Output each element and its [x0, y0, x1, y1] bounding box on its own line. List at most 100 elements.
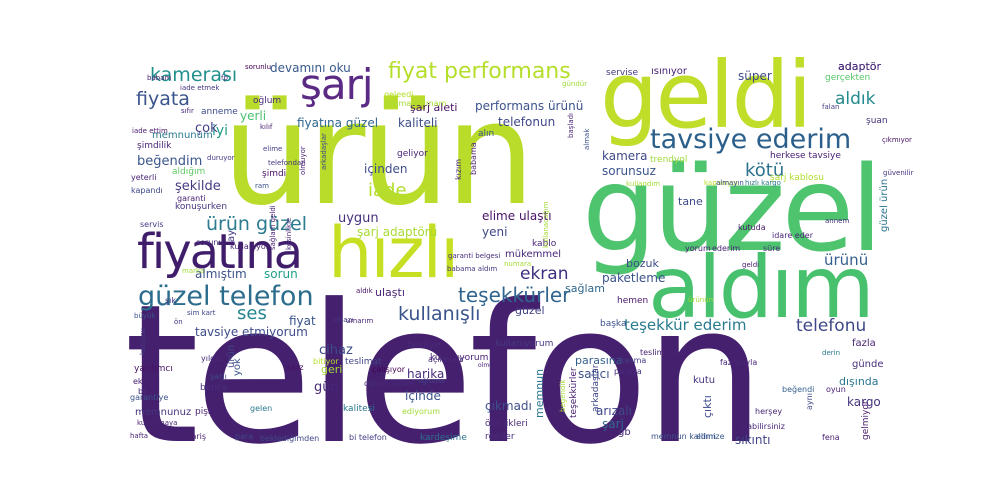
word: aldığım: [172, 167, 206, 177]
word: elimize: [696, 432, 725, 441]
word: gelen: [250, 404, 273, 413]
word: memnun kaldım: [651, 432, 716, 441]
word: çıktı: [701, 395, 714, 418]
word: sıkıntı: [735, 433, 771, 447]
word: kablosu: [139, 328, 147, 355]
word: şarj aleti: [410, 101, 458, 114]
word: marka: [182, 267, 205, 275]
word: ay: [226, 229, 237, 242]
word: geleedi: [384, 90, 414, 99]
word: telefon: [124, 264, 766, 487]
word: aldım: [648, 238, 875, 338]
word: ederim: [712, 244, 741, 253]
word: çıkmadı: [485, 399, 532, 413]
word: alın: [478, 129, 495, 139]
word: şimdilik: [137, 141, 172, 151]
word: iade etmek: [180, 84, 220, 92]
word: sim kart: [187, 309, 216, 317]
word: cihaz: [319, 343, 353, 358]
word: yıldız: [201, 354, 222, 363]
word: ediyorum: [402, 407, 441, 416]
word: ulaştı: [375, 286, 405, 299]
word: kötü: [745, 160, 785, 181]
word: yardımcı: [134, 364, 173, 374]
word: pişman: [195, 407, 228, 417]
word: fiyat: [289, 314, 316, 328]
word: fp: [221, 74, 228, 82]
word: aldık: [356, 287, 373, 295]
word: tane: [678, 195, 703, 208]
word: iade ettim: [132, 127, 168, 135]
word: şarz: [287, 363, 304, 372]
word: almak: [583, 128, 591, 150]
word: kullanıyor: [230, 242, 270, 251]
word: sorunlu: [245, 63, 272, 71]
word: fena: [822, 433, 840, 442]
word: güzel telefon: [138, 281, 314, 312]
word: güzel ürün: [879, 178, 890, 232]
word: bitiyor: [313, 357, 339, 366]
word: kablo: [532, 239, 557, 249]
word: herkese tavsiye: [770, 151, 841, 161]
word: telefonu: [796, 316, 867, 336]
word: kullanıyorum: [495, 339, 554, 349]
word: yeni: [482, 225, 508, 239]
word: gelmiyor: [861, 400, 871, 440]
word: şekilde: [175, 179, 221, 194]
word: sıfır: [181, 107, 194, 115]
word: çıkmıyor: [882, 136, 912, 144]
word: şarj: [602, 417, 624, 431]
word: anneme: [201, 107, 238, 117]
word: garantiye: [130, 393, 169, 402]
word: bi: [138, 387, 146, 396]
word: adaptör: [838, 60, 882, 73]
word: almıştım: [195, 267, 247, 281]
word: oyun: [826, 385, 846, 394]
word: ekran: [520, 264, 569, 284]
word: ön: [174, 318, 183, 326]
word: kamerası: [150, 64, 238, 86]
word: babam: [147, 74, 172, 82]
word: parasına: [575, 354, 623, 367]
word: bi telefon: [349, 433, 387, 442]
word: oğlum aldım: [364, 379, 414, 388]
word: adaptör: [838, 60, 882, 73]
word: sorun: [264, 267, 298, 281]
word: reeder: [485, 432, 515, 442]
word: kullanıyorum: [430, 353, 489, 363]
word: oğluma: [418, 377, 445, 385]
word: geldi: [600, 42, 813, 149]
word: iyi: [212, 123, 229, 139]
word: şarj kablosu: [770, 173, 824, 183]
word: babama aldım: [447, 265, 498, 273]
word: elime ulaştı: [482, 209, 552, 223]
word: olmuyor: [478, 362, 503, 369]
word: teslim aldım: [640, 348, 690, 357]
word: kardeşime: [420, 433, 467, 443]
word: kargo: [847, 395, 881, 409]
word: paketleme: [602, 271, 666, 285]
word: çok: [195, 121, 218, 136]
word: hafta: [130, 432, 149, 440]
word: tavsiye ederim: [650, 124, 852, 155]
word: aldık: [835, 89, 876, 109]
word: teşekkür ederim: [624, 316, 747, 334]
word: beğendim: [137, 154, 203, 169]
word: ürünü: [824, 251, 869, 269]
word: fiyatına güzel: [297, 116, 379, 130]
word: kalitesi: [343, 404, 375, 414]
word: günde: [852, 359, 884, 370]
word: şık: [165, 296, 177, 305]
word: satıcı: [578, 367, 610, 381]
word: falan: [822, 103, 840, 111]
word: geliyor: [397, 149, 428, 159]
word: kullanacağım: [542, 201, 550, 248]
word: kızım: [454, 158, 463, 180]
word: yeterli: [131, 173, 157, 182]
word: hızlı: [328, 212, 459, 294]
word: trendyol: [650, 155, 688, 165]
word: kullanmaya: [137, 419, 178, 427]
word: fazla: [852, 338, 876, 349]
word: babama: [469, 142, 478, 175]
word: teslimat: [345, 357, 382, 367]
